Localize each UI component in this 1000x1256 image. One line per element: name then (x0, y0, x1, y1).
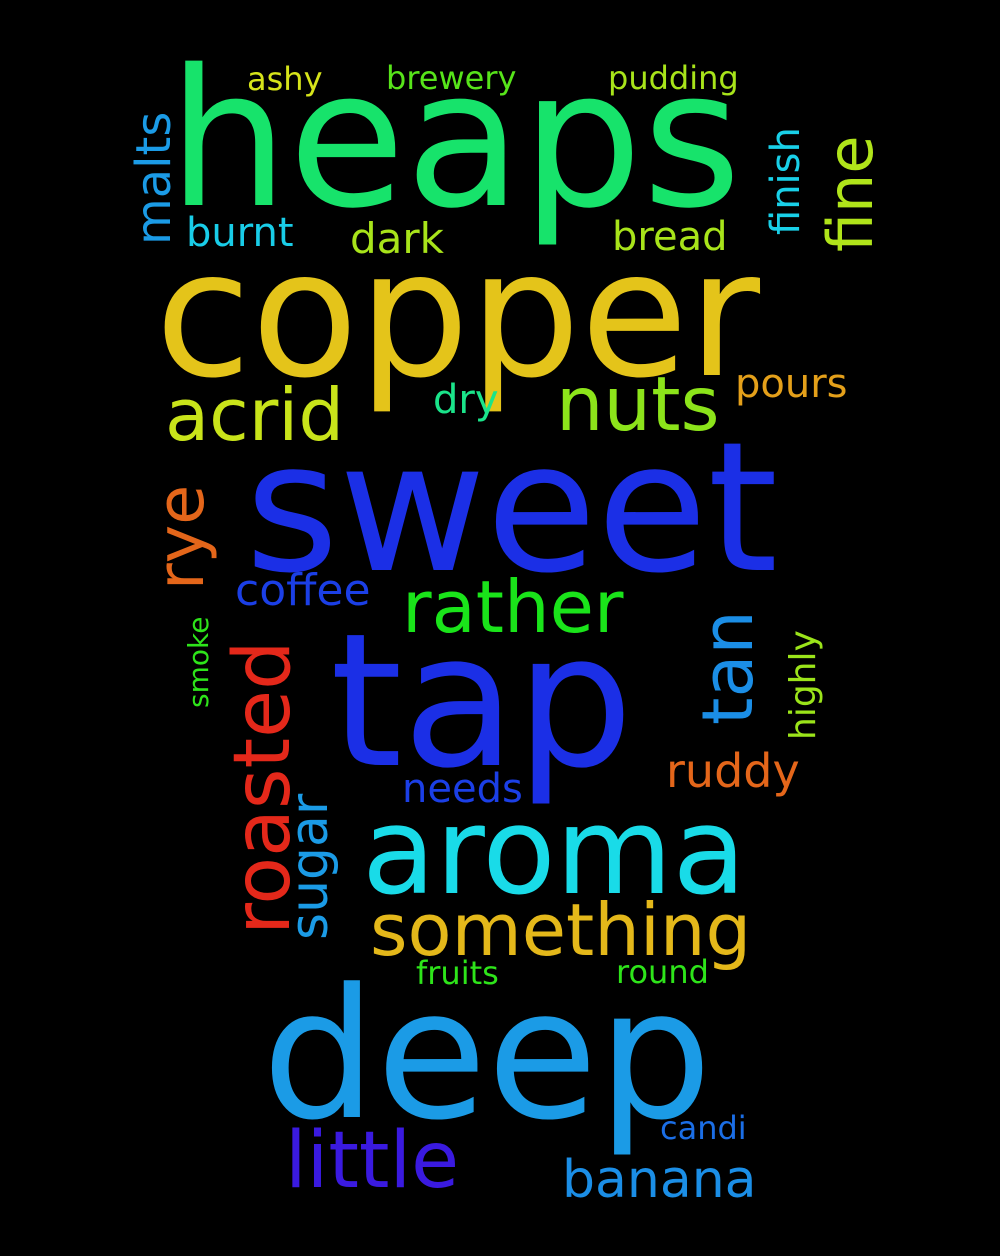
word-burnt: burnt (186, 210, 294, 256)
word-needs: needs (402, 766, 523, 812)
word-fine: fine (814, 136, 887, 253)
word-round: round (616, 953, 709, 991)
word-dark: dark (350, 214, 445, 263)
word-deep: deep (262, 951, 712, 1160)
word-pudding: pudding (608, 59, 739, 97)
word-dry: dry (433, 377, 499, 423)
word-ashy: ashy (247, 60, 323, 98)
word-copper: copper (155, 214, 760, 417)
word-tap: tap (330, 593, 633, 809)
word-pours: pours (735, 361, 848, 407)
word-banana: banana (562, 1150, 757, 1210)
word-smoke: smoke (182, 617, 215, 708)
word-brewery: brewery (386, 59, 516, 97)
word-finish: finish (763, 127, 809, 235)
word-roasted: roasted (218, 640, 308, 935)
word-fruits: fruits (416, 954, 499, 992)
word-heaps: heaps (168, 29, 741, 250)
word-rather: rather (402, 565, 624, 649)
word-little: little (285, 1116, 459, 1206)
word-coffee: coffee (235, 565, 371, 616)
word-aroma: aroma (362, 783, 746, 922)
word-nuts: nuts (556, 360, 720, 448)
word-candi: candi (660, 1109, 747, 1147)
word-malts: malts (126, 112, 182, 245)
word-ruddy: ruddy (666, 744, 800, 798)
word-something: something (370, 888, 751, 972)
word-sweet: sweet (245, 404, 778, 613)
word-rye: rye (144, 485, 219, 590)
word-bread: bread (612, 214, 727, 260)
word-tan: tan (687, 610, 769, 725)
word-acrid: acrid (165, 373, 344, 457)
word-highly: highly (783, 630, 824, 740)
word-sugar: sugar (280, 793, 340, 940)
